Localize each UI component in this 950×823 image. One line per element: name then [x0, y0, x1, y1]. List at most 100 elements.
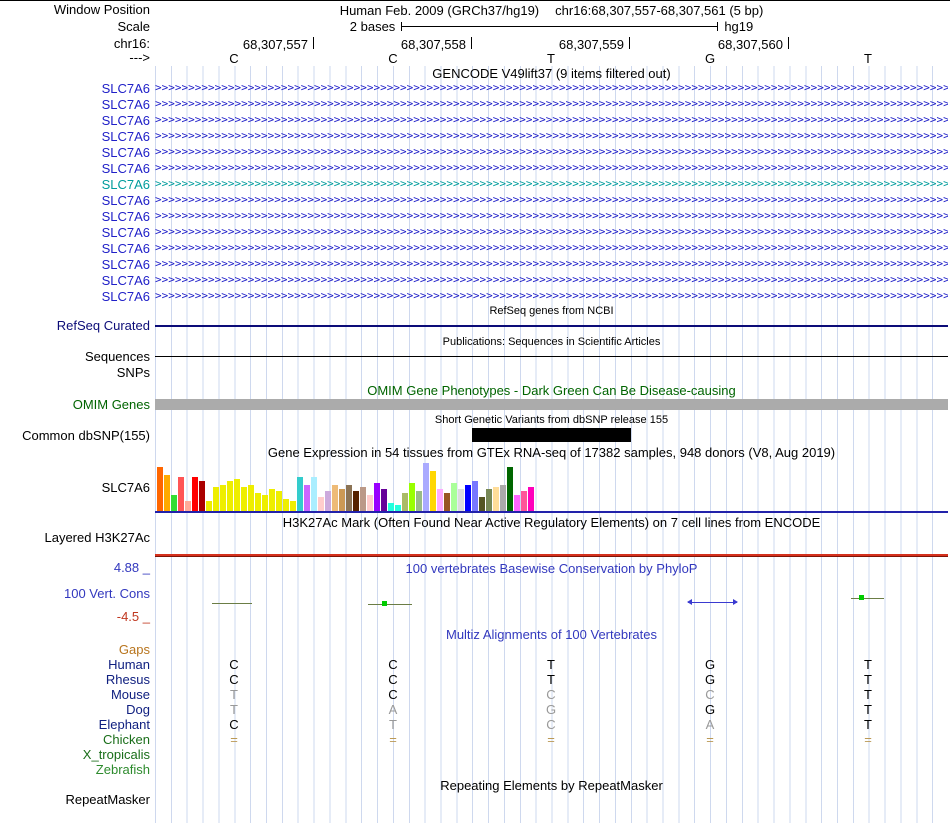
- gtex-expression-bar[interactable]: [220, 485, 226, 511]
- gene-label[interactable]: SLC7A6: [101, 241, 150, 256]
- gene-transcript-arrows[interactable]: >>>>>>>>>>>>>>>>>>>>>>>>>>>>>>>>>>>>>>>>…: [155, 225, 948, 238]
- gene-transcript-arrows[interactable]: >>>>>>>>>>>>>>>>>>>>>>>>>>>>>>>>>>>>>>>>…: [155, 273, 948, 286]
- gene-transcript-arrows[interactable]: >>>>>>>>>>>>>>>>>>>>>>>>>>>>>>>>>>>>>>>>…: [155, 257, 948, 270]
- sequences-item[interactable]: [155, 356, 948, 357]
- gtex-expression-bar[interactable]: [276, 491, 282, 511]
- gene-transcript-arrows[interactable]: >>>>>>>>>>>>>>>>>>>>>>>>>>>>>>>>>>>>>>>>…: [155, 145, 948, 158]
- gene-label[interactable]: SLC7A6: [101, 145, 150, 160]
- gtex-expression-bar[interactable]: [423, 463, 429, 511]
- multiz-species-label[interactable]: Chicken: [103, 732, 150, 747]
- h3k27ac-label[interactable]: Layered H3K27Ac: [44, 530, 150, 545]
- omim-gene-item[interactable]: [155, 399, 948, 410]
- gene-label[interactable]: SLC7A6: [101, 257, 150, 272]
- gene-label[interactable]: SLC7A6: [101, 289, 150, 304]
- repeatmasker-track-title[interactable]: Repeating Elements by RepeatMasker: [440, 778, 663, 793]
- gtex-expression-bar[interactable]: [374, 483, 380, 511]
- gtex-expression-bar[interactable]: [479, 497, 485, 511]
- gtex-expression-bar[interactable]: [416, 491, 422, 511]
- gtex-expression-bar[interactable]: [178, 477, 184, 511]
- gtex-expression-bar[interactable]: [500, 485, 506, 511]
- gtex-expression-bar[interactable]: [164, 475, 170, 511]
- gtex-expression-bar[interactable]: [234, 479, 240, 511]
- multiz-species-label[interactable]: Zebrafish: [95, 762, 150, 777]
- omim-genes-label[interactable]: OMIM Genes: [72, 397, 150, 412]
- gtex-expression-bar[interactable]: [339, 489, 345, 511]
- gtex-expression-bar[interactable]: [514, 495, 520, 511]
- gtex-expression-bar[interactable]: [304, 485, 310, 511]
- gtex-track-title[interactable]: Gene Expression in 54 tissues from GTEx …: [267, 445, 836, 460]
- gtex-expression-bar[interactable]: [248, 485, 254, 511]
- gtex-expression-bar[interactable]: [185, 501, 191, 511]
- gene-transcript-arrows[interactable]: >>>>>>>>>>>>>>>>>>>>>>>>>>>>>>>>>>>>>>>>…: [155, 241, 948, 254]
- gtex-expression-bar[interactable]: [290, 501, 296, 511]
- gtex-expression-bar[interactable]: [325, 491, 331, 511]
- gtex-expression-bar[interactable]: [311, 477, 317, 511]
- sequences-label[interactable]: Sequences: [84, 349, 150, 364]
- snps-label[interactable]: SNPs: [116, 365, 150, 380]
- gtex-expression-bar[interactable]: [493, 487, 499, 511]
- multiz-species-label[interactable]: Dog: [126, 702, 150, 717]
- multiz-species-label[interactable]: X_tropicalis: [82, 747, 150, 762]
- gtex-expression-bar[interactable]: [388, 503, 394, 511]
- gtex-expression-bar[interactable]: [213, 487, 219, 511]
- gtex-expression-bar[interactable]: [360, 487, 366, 511]
- gtex-expression-bar[interactable]: [521, 491, 527, 511]
- gene-transcript-arrows[interactable]: >>>>>>>>>>>>>>>>>>>>>>>>>>>>>>>>>>>>>>>>…: [155, 161, 948, 174]
- gene-transcript-arrows[interactable]: >>>>>>>>>>>>>>>>>>>>>>>>>>>>>>>>>>>>>>>>…: [155, 193, 948, 206]
- gtex-expression-bar[interactable]: [451, 483, 457, 511]
- multiz-species-label[interactable]: Gaps: [118, 642, 150, 657]
- gene-transcript-arrows[interactable]: >>>>>>>>>>>>>>>>>>>>>>>>>>>>>>>>>>>>>>>>…: [155, 97, 948, 110]
- gene-label[interactable]: SLC7A6: [101, 273, 150, 288]
- h3k27ac-track-title[interactable]: H3K27Ac Mark (Often Found Near Active Re…: [282, 515, 821, 530]
- gtex-expression-bar[interactable]: [192, 477, 198, 511]
- gtex-expression-bar[interactable]: [395, 505, 401, 511]
- gene-transcript-arrows[interactable]: >>>>>>>>>>>>>>>>>>>>>>>>>>>>>>>>>>>>>>>>…: [155, 289, 948, 302]
- refseq-gene-item[interactable]: [155, 325, 948, 327]
- phylop-track-title[interactable]: 100 vertebrates Basewise Conservation by…: [405, 561, 698, 576]
- multiz-species-label[interactable]: Elephant: [98, 717, 150, 732]
- gtex-expression-bar[interactable]: [486, 489, 492, 511]
- gene-label[interactable]: SLC7A6: [101, 225, 150, 240]
- gtex-expression-bar[interactable]: [171, 495, 177, 511]
- gtex-expression-bar[interactable]: [472, 481, 478, 511]
- gtex-expression-bar[interactable]: [227, 481, 233, 511]
- multiz-species-label[interactable]: Rhesus: [105, 672, 150, 687]
- gtex-expression-bar[interactable]: [199, 481, 205, 511]
- repeatmasker-label[interactable]: RepeatMasker: [65, 792, 150, 807]
- gene-label[interactable]: SLC7A6: [101, 209, 150, 224]
- gtex-expression-bar[interactable]: [241, 487, 247, 511]
- multiz-species-label[interactable]: Human: [108, 657, 150, 672]
- gtex-expression-bar[interactable]: [430, 471, 436, 511]
- gtex-expression-bar[interactable]: [346, 485, 352, 511]
- gene-label[interactable]: SLC7A6: [101, 129, 150, 144]
- gtex-expression-bar[interactable]: [528, 487, 534, 511]
- refseq-curated-label[interactable]: RefSeq Curated: [56, 318, 150, 333]
- gtex-gene-label[interactable]: SLC7A6: [101, 480, 150, 495]
- gene-transcript-arrows[interactable]: >>>>>>>>>>>>>>>>>>>>>>>>>>>>>>>>>>>>>>>>…: [155, 113, 948, 126]
- refseq-track-title[interactable]: RefSeq genes from NCBI: [489, 305, 614, 317]
- gene-transcript-arrows[interactable]: >>>>>>>>>>>>>>>>>>>>>>>>>>>>>>>>>>>>>>>>…: [155, 81, 948, 94]
- gtex-expression-bar[interactable]: [269, 489, 275, 511]
- dbsnp-label[interactable]: Common dbSNP(155): [22, 428, 150, 443]
- dbsnp-track-title[interactable]: Short Genetic Variants from dbSNP releas…: [434, 414, 669, 426]
- omim-track-title[interactable]: OMIM Gene Phenotypes - Dark Green Can Be…: [367, 383, 736, 398]
- gene-label[interactable]: SLC7A6: [101, 161, 150, 176]
- gene-transcript-arrows[interactable]: >>>>>>>>>>>>>>>>>>>>>>>>>>>>>>>>>>>>>>>>…: [155, 209, 948, 222]
- dbsnp-variant-item[interactable]: [472, 428, 631, 442]
- conservation-track-label[interactable]: 100 Vert. Cons: [64, 586, 150, 601]
- gtex-expression-bar[interactable]: [283, 499, 289, 511]
- gtex-expression-bar[interactable]: [437, 489, 443, 511]
- gtex-expression-bar[interactable]: [444, 493, 450, 511]
- gtex-expression-bar[interactable]: [157, 467, 163, 511]
- gene-label[interactable]: SLC7A6: [101, 97, 150, 112]
- gene-transcript-arrows[interactable]: >>>>>>>>>>>>>>>>>>>>>>>>>>>>>>>>>>>>>>>>…: [155, 177, 948, 190]
- gtex-expression-bar[interactable]: [409, 483, 415, 511]
- gtex-expression-bar[interactable]: [507, 467, 513, 511]
- gencode-track-title[interactable]: GENCODE V49lift37 (9 items filtered out): [432, 66, 671, 81]
- gtex-expression-bar[interactable]: [465, 485, 471, 511]
- publications-track-title[interactable]: Publications: Sequences in Scientific Ar…: [442, 336, 661, 348]
- gtex-expression-bar[interactable]: [332, 485, 338, 511]
- gene-label[interactable]: SLC7A6: [101, 81, 150, 96]
- multiz-track-title[interactable]: Multiz Alignments of 100 Vertebrates: [445, 627, 657, 642]
- gtex-expression-bar[interactable]: [318, 497, 324, 511]
